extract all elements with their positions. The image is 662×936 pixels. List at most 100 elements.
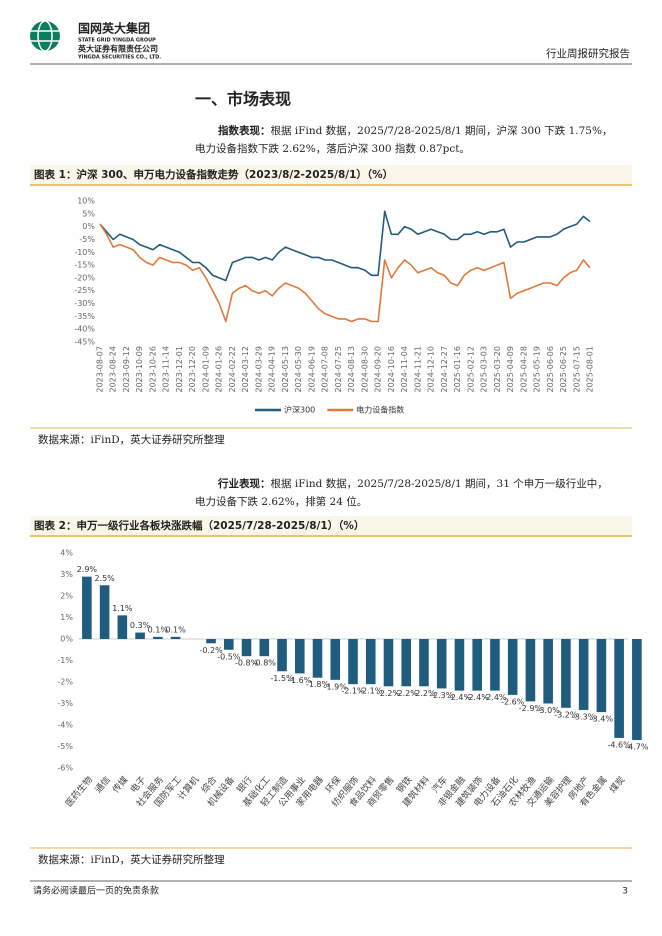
y-tick-label: -45% — [74, 338, 95, 347]
paragraph-line: 行业表现：根据 iFind 数据，2025/7/28-2025/8/1 期间，3… — [217, 477, 608, 490]
y-tick-label: -5% — [79, 235, 95, 244]
bar — [206, 639, 216, 644]
lead: 指数表现： — [218, 124, 271, 137]
legend-label: 电力设备指数 — [356, 405, 404, 415]
x-tick-label: 2024-05-30 — [294, 346, 303, 393]
data-label: -2.2% — [377, 689, 401, 698]
bar — [365, 639, 376, 685]
x-tick-label: 2025-03-03 — [480, 346, 489, 393]
x-tick-label: 2025-08-01 — [586, 346, 595, 393]
paragraph-line: 电力设备下跌 2.62%，排第 24 位。 — [195, 495, 367, 508]
y-tick-label: -2% — [57, 678, 73, 687]
x-tick-label: 2023-12-01 — [175, 346, 184, 393]
data-label: -4.6% — [608, 740, 632, 749]
bar — [472, 639, 482, 691]
x-tick-label: 2024-08-30 — [360, 346, 369, 393]
bar — [454, 639, 465, 691]
x-tick-label: 2024-08-13 — [347, 346, 356, 393]
figure-caption: 图表 1：沪深 300、申万电力设备指数走势（2023/8/2-2025/8/1… — [34, 168, 393, 181]
text: 根据 iFind 数据，2025/7/28-2025/8/1 期间，31 个申万… — [271, 477, 608, 490]
bar — [419, 639, 429, 687]
y-tick-label: -20% — [74, 273, 95, 282]
data-label: -3.2% — [554, 710, 578, 719]
data-label: -1.6% — [288, 676, 312, 685]
bar — [170, 636, 181, 639]
bar — [525, 639, 536, 702]
data-label: -0.2% — [199, 646, 223, 655]
x-tick-label: 2024-02-22 — [228, 346, 237, 393]
y-tick-label: -35% — [74, 312, 95, 321]
data-label: -3.0% — [537, 706, 561, 715]
x-tick-label: 2023-10-26 — [148, 346, 157, 393]
data-label: 1.1% — [112, 604, 133, 613]
bar — [294, 639, 305, 674]
data-label: -2.2% — [412, 689, 436, 698]
data-label: -2.1% — [341, 687, 365, 696]
y-tick-label: -15% — [74, 261, 95, 270]
y-tick-label: -30% — [74, 299, 95, 308]
disclaimer: 请务必阅读最后一页的免责条款 — [33, 885, 159, 897]
figure-caption: 图表 2：申万一级行业各板块涨跌幅（2025/7/28-2025/8/1）（%） — [34, 519, 364, 532]
data-label: -1.8% — [306, 680, 330, 689]
bar — [436, 639, 447, 689]
section-title: 一、市场表现 — [195, 90, 291, 109]
x-tick-label: 2024-07-08 — [321, 346, 330, 393]
bar — [99, 585, 110, 639]
bar — [614, 639, 624, 738]
x-tick-label: 2023-09-12 — [122, 346, 131, 393]
bar — [82, 576, 92, 639]
bar — [578, 639, 589, 710]
bar — [117, 615, 128, 639]
data-label: 0.1% — [165, 625, 186, 634]
charts: 10% 5% 0% -5% -10% -15% -20% -25% -30% -35% -40% -4… — [57, 197, 648, 810]
x-tick-label: 2023-08-24 — [109, 346, 118, 393]
paragraph-line: 指数表现：根据 iFind 数据，2025/7/28-2025/8/1 期间，沪… — [218, 124, 612, 137]
caption-bg — [30, 516, 632, 536]
y-tick-label: 0% — [60, 635, 73, 644]
y-tick-label: 2% — [60, 592, 73, 601]
data-label: -3.4% — [590, 715, 614, 724]
y-tick-label: -6% — [57, 764, 73, 773]
x-tick-label: 2024-03-12 — [241, 346, 250, 393]
x-tick-label: 2024-05-13 — [281, 346, 290, 393]
bar — [241, 639, 252, 657]
y-tick-label: -5% — [57, 742, 73, 751]
x-tick-label: 2024-01-09 — [201, 346, 210, 393]
y-tick-label: -1% — [57, 656, 73, 665]
company-name: 英大证券有限责任公司 — [77, 44, 158, 54]
bar — [135, 632, 145, 639]
x-tick-label: 2024-12-27 — [440, 346, 449, 393]
x-tick-label: 2024-01-26 — [215, 346, 224, 393]
x-tick-label: 2023-10-09 — [135, 346, 144, 393]
x-tick-label: 2024-07-25 — [334, 346, 343, 393]
x-tick-label: 2024-10-16 — [387, 346, 396, 393]
data-label: -1.5% — [270, 674, 294, 683]
bar — [153, 636, 163, 639]
series-line — [99, 210, 591, 282]
x-tick-label: 2025-04-28 — [519, 346, 528, 393]
bar — [490, 639, 500, 691]
data-label: -2.4% — [483, 693, 507, 702]
y-tick-label: -40% — [74, 325, 95, 334]
bar — [401, 639, 412, 687]
report-type: 行业周报研究报告 — [546, 47, 630, 60]
x-tick-label: 2023-11-14 — [162, 346, 171, 393]
figure-source: 数据来源：iFinD，英大证券研究所整理 — [38, 433, 225, 446]
company-name-en: YINGDA SECURITIES CO., LTD. — [77, 55, 161, 61]
data-label: -2.6% — [501, 697, 525, 706]
data-label: -3.3% — [572, 712, 596, 721]
page-number: 3 — [622, 887, 628, 897]
data-label: -4.7% — [625, 743, 649, 752]
bar — [259, 639, 270, 657]
x-tick-label: 2025-05-19 — [533, 346, 542, 393]
data-label: -2.3% — [430, 691, 454, 700]
legend-label: 沪深300 — [284, 405, 315, 415]
y-tick-label: 3% — [60, 570, 73, 579]
data-label: -0.8% — [253, 659, 277, 668]
series-line — [99, 223, 591, 323]
bar — [543, 639, 553, 704]
y-tick-label: -3% — [57, 699, 73, 708]
bar — [330, 639, 341, 680]
x-tick-label: 2025-01-16 — [453, 346, 462, 393]
data-label: -0.8% — [235, 659, 259, 668]
